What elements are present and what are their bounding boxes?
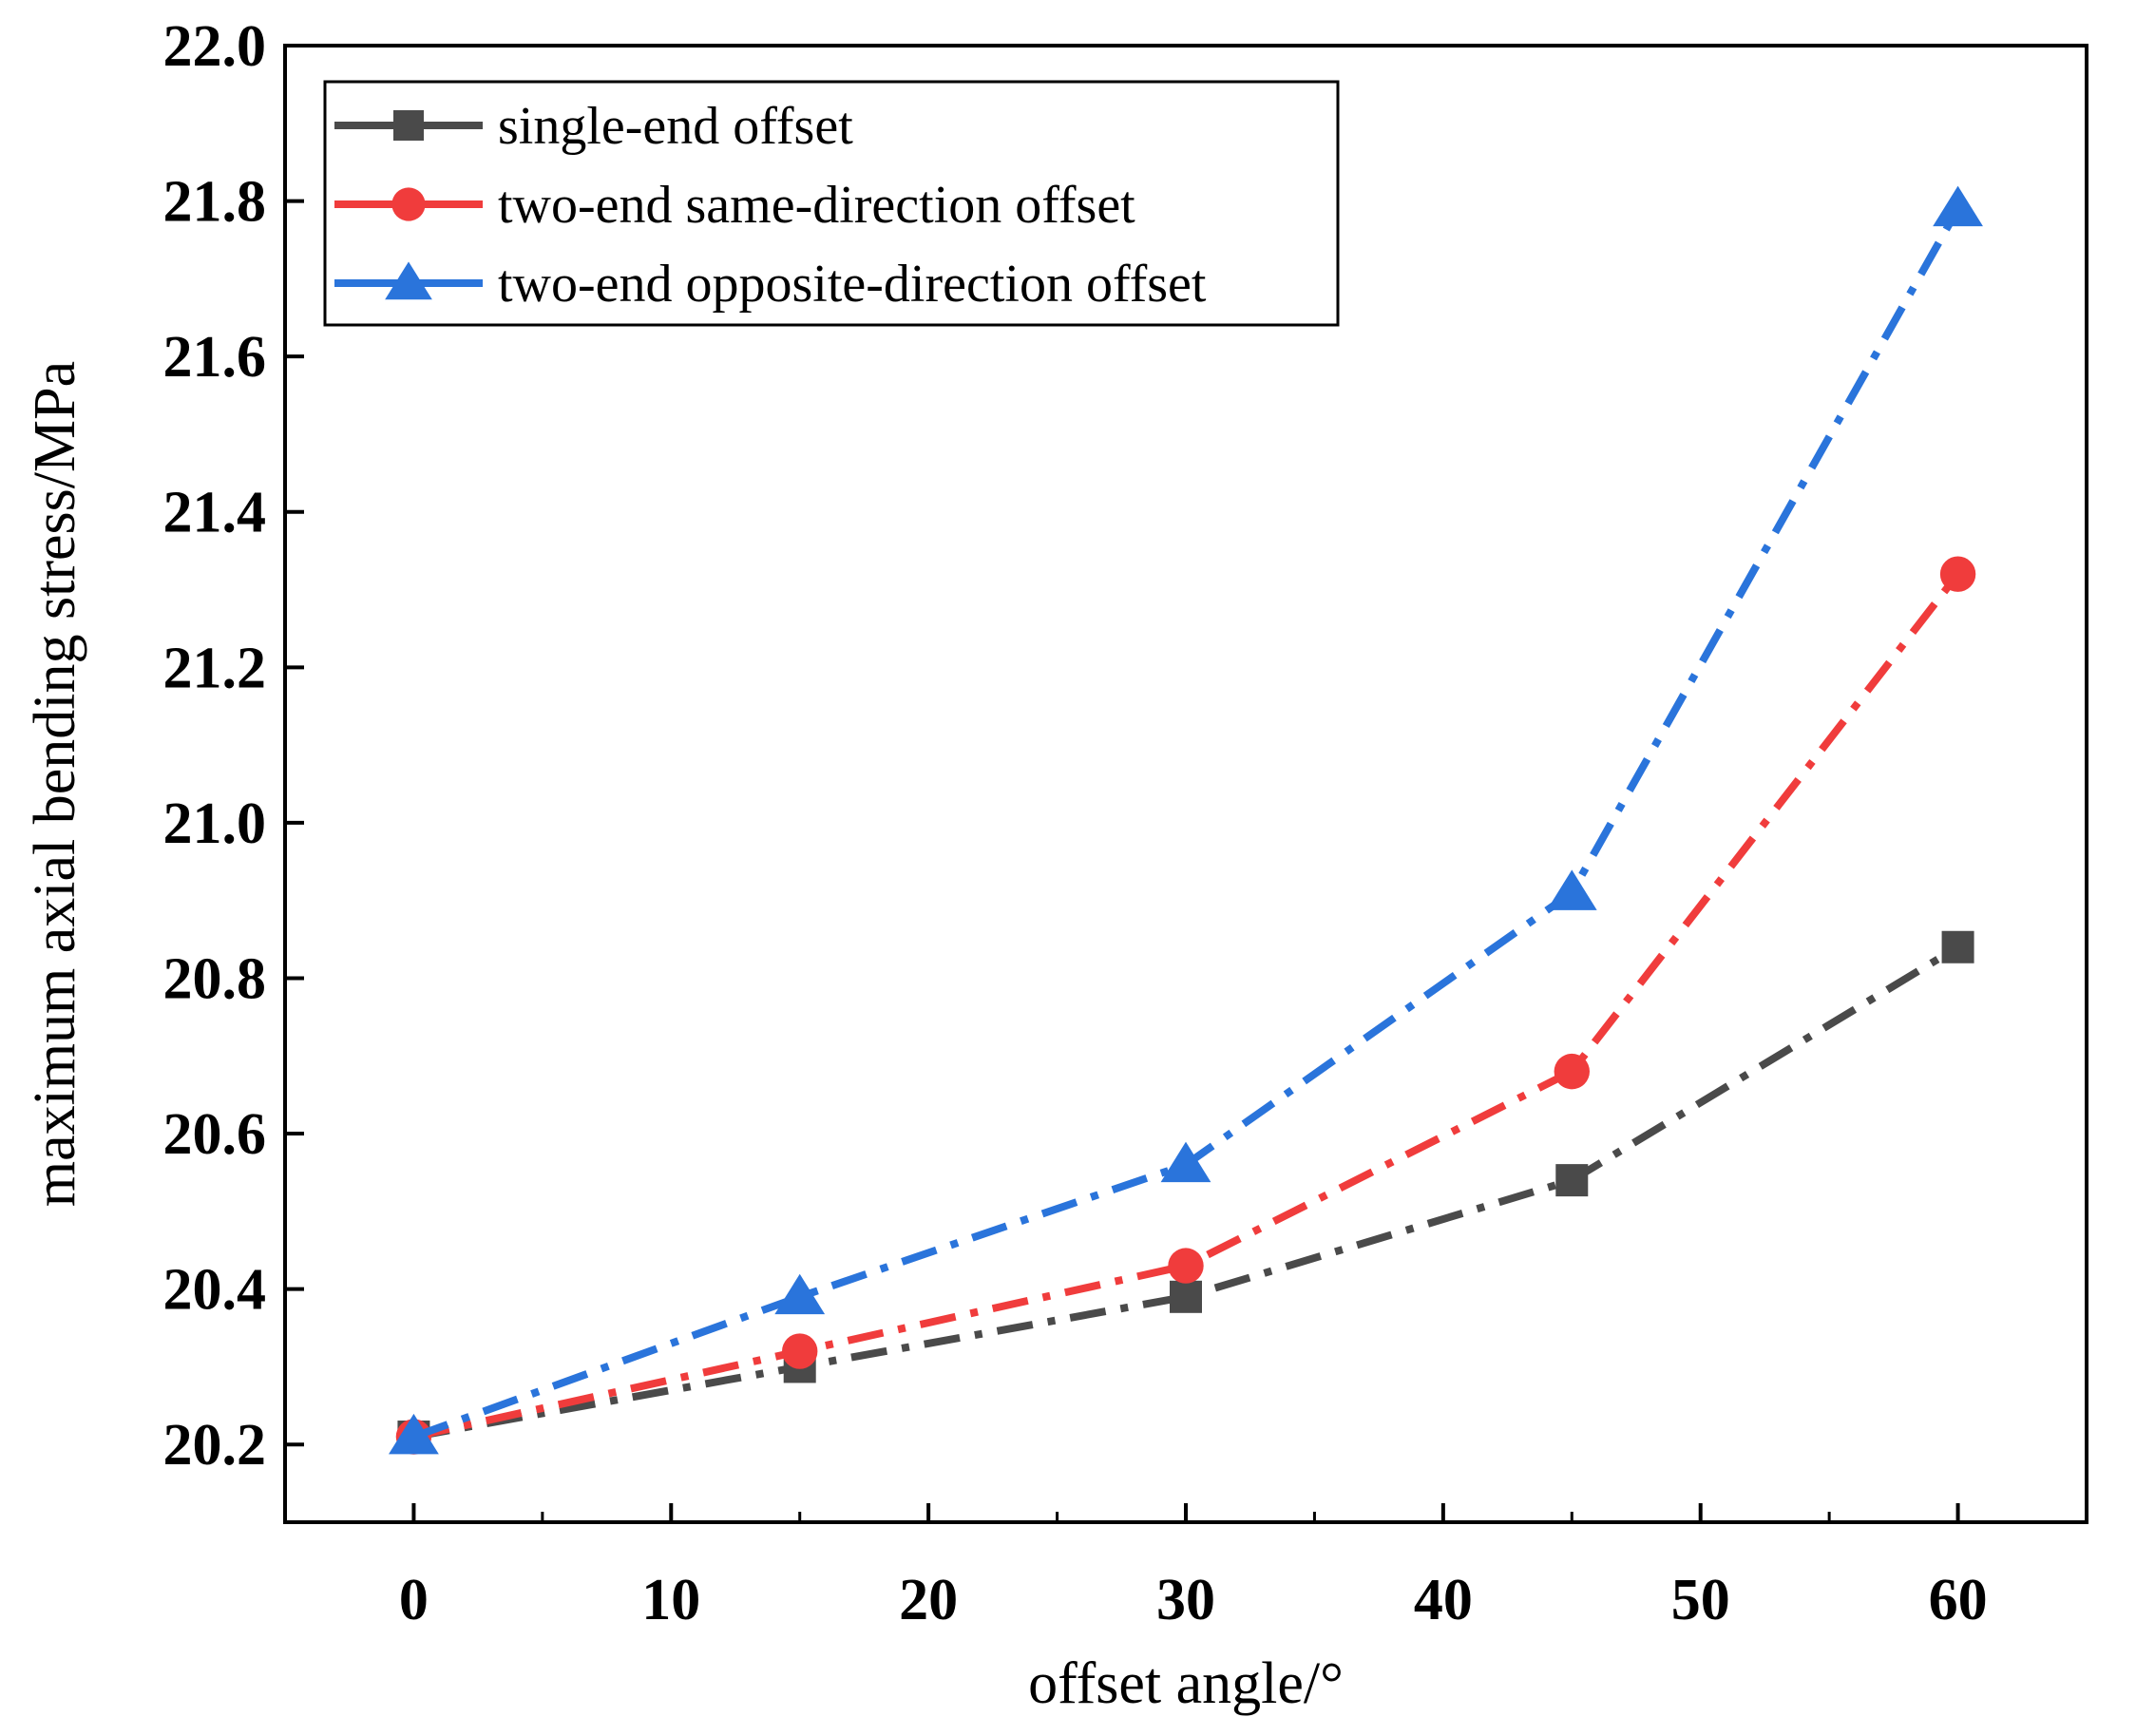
- y-tick-label: 21.6: [163, 325, 267, 390]
- series-1: [397, 930, 1974, 1454]
- series-2: [395, 556, 1976, 1455]
- data-point: [1160, 1141, 1211, 1183]
- data-point: [774, 1273, 826, 1315]
- y-axis-title: maximum axial bending stress/MPa: [23, 361, 87, 1207]
- data-point: [1554, 1053, 1590, 1090]
- x-tick-label: 10: [641, 1568, 700, 1632]
- y-tick-label: 21.2: [163, 636, 267, 700]
- x-tick-label: 60: [1929, 1568, 1988, 1632]
- legend-item: single-end offset: [334, 97, 853, 156]
- data-point: [1555, 1164, 1589, 1197]
- data-point: [1939, 556, 1976, 592]
- legend-label: two-end opposite-direction offset: [498, 255, 1207, 314]
- x-tick-label: 30: [1156, 1568, 1215, 1632]
- data-point: [782, 1333, 818, 1369]
- data-point: [1168, 1248, 1204, 1284]
- series-line: [412, 944, 1960, 1440]
- y-tick-label: 20.8: [163, 946, 267, 1011]
- y-axis-ticks: 20.2 20.4 20.6 20.8 21.0 21.2 21.4 21.6 21.8 22.0: [163, 14, 304, 1478]
- legend-label: two-end same-direction offset: [498, 176, 1135, 235]
- legend-marker: [385, 261, 432, 300]
- data-point: [1546, 869, 1597, 910]
- y-tick-label: 21.4: [163, 481, 267, 545]
- y-tick-label: 20.6: [163, 1102, 267, 1167]
- series-layer: [389, 185, 1983, 1455]
- x-tick-label: 40: [1414, 1568, 1473, 1632]
- y-tick-label: 22.0: [163, 14, 267, 79]
- y-tick-label: 21.0: [163, 792, 267, 856]
- legend-item: two-end opposite-direction offset: [334, 255, 1207, 314]
- legend-box: [323, 80, 1340, 327]
- data-point: [389, 1413, 439, 1455]
- x-axis-ticks: 0 10 20 30 40 50 60: [399, 1503, 1988, 1632]
- legend-item: two-end same-direction offset: [334, 176, 1135, 235]
- data-point: [1170, 1280, 1202, 1313]
- y-tick-label: 20.4: [163, 1258, 267, 1323]
- series-line: [412, 571, 1961, 1440]
- x-tick-label: 50: [1671, 1568, 1730, 1632]
- y-tick-label: 20.2: [163, 1413, 267, 1478]
- y-tick-label: 21.8: [163, 170, 267, 235]
- series-3: [389, 185, 1983, 1455]
- data-point: [1933, 185, 1983, 227]
- x-axis-title: offset angle/°: [1028, 1651, 1344, 1716]
- legend: single-end offset two-end same-direction …: [323, 80, 1340, 327]
- x-tick-label: 20: [899, 1568, 958, 1632]
- legend-marker: [391, 187, 426, 221]
- x-tick-label: 0: [399, 1568, 429, 1632]
- legend-label: single-end offset: [498, 97, 853, 156]
- legend-marker: [393, 110, 424, 141]
- data-point: [1941, 930, 1974, 963]
